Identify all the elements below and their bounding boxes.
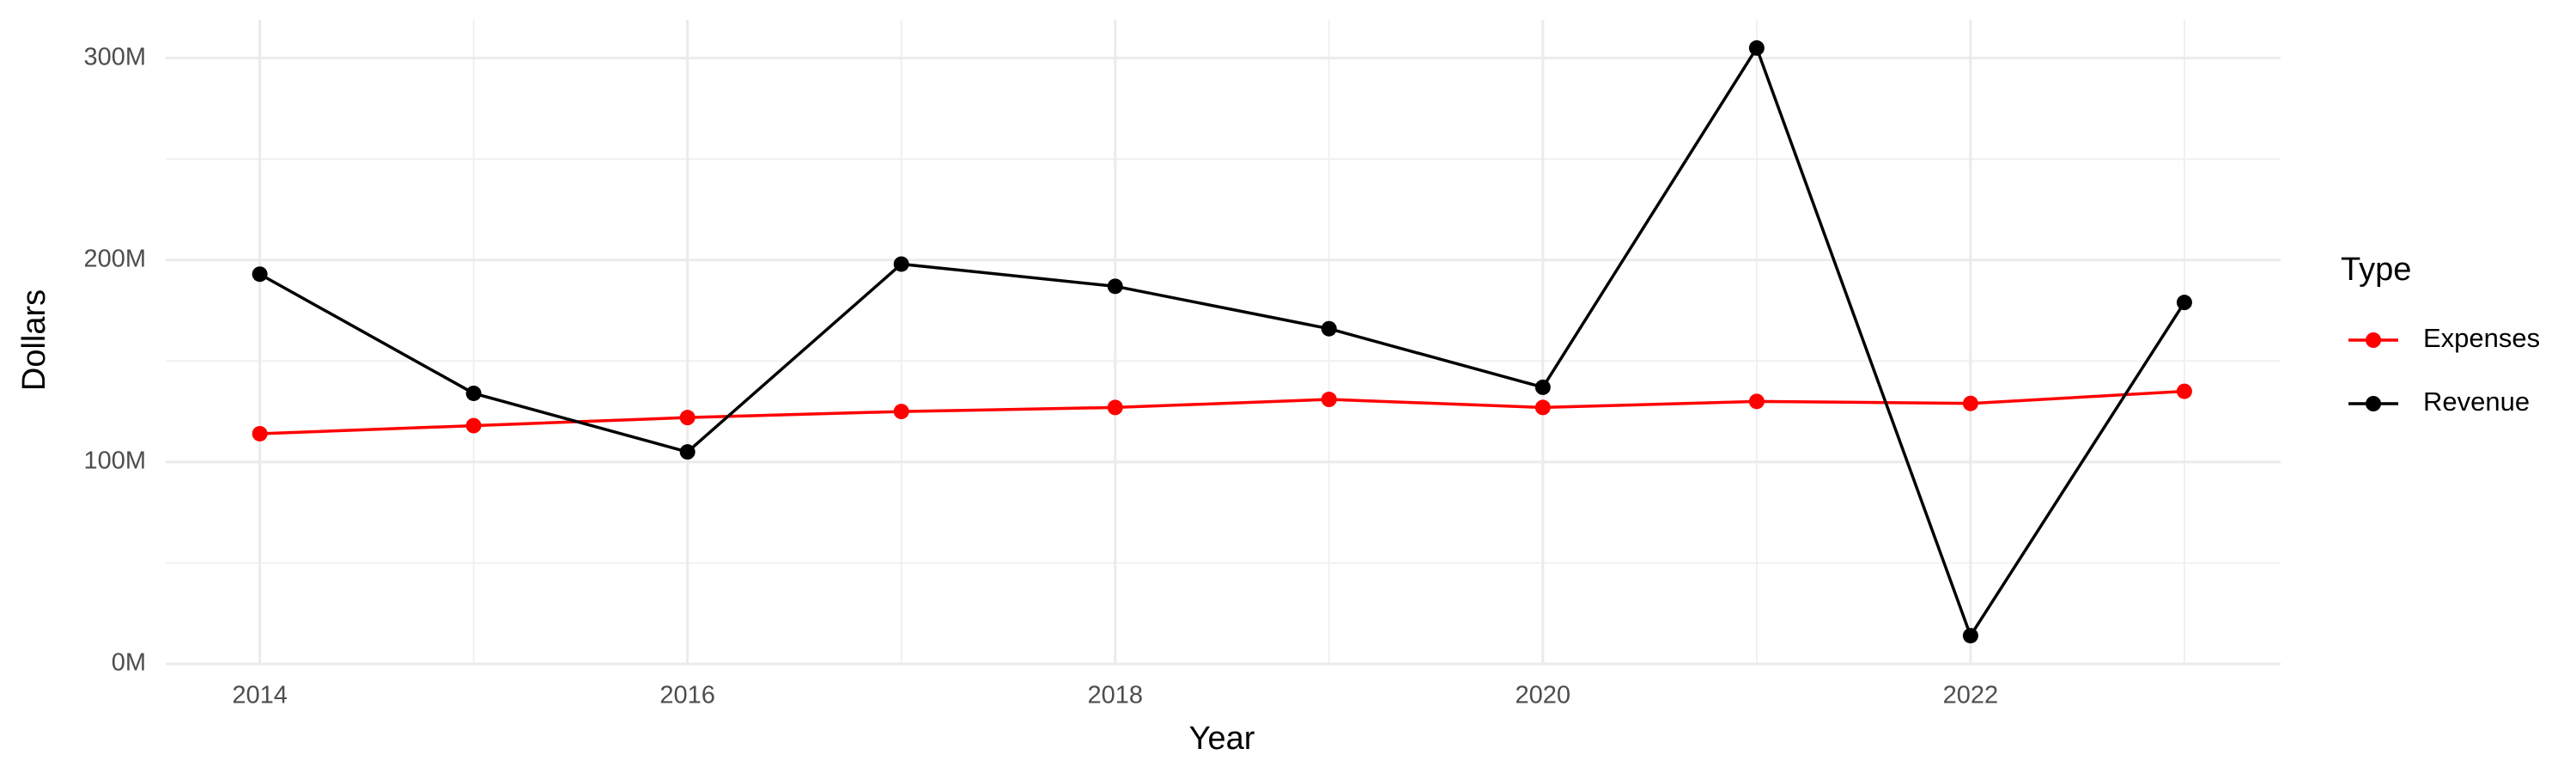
data-point (2176, 383, 2192, 399)
x-tick-label: 2020 (1516, 682, 1571, 709)
legend-label: Expenses (2423, 323, 2540, 353)
y-tick-label: 0M (112, 649, 146, 677)
data-point (252, 266, 268, 283)
x-axis-title: Year (1189, 721, 1255, 757)
legend-label: Revenue (2423, 386, 2530, 417)
y-tick-label: 300M (83, 43, 146, 70)
data-point (252, 425, 268, 441)
data-point (2176, 295, 2192, 311)
legend-key-point (2366, 396, 2381, 411)
y-tick-label: 200M (83, 245, 146, 272)
x-tick-label: 2014 (232, 682, 288, 709)
data-point (893, 404, 909, 420)
y-tick-label: 100M (83, 447, 146, 475)
y-axis-title: Dollars (16, 289, 52, 391)
data-point (1962, 395, 1978, 411)
legend-key-point (2366, 332, 2381, 348)
x-tick-label: 2022 (1943, 682, 1999, 709)
data-point (1534, 379, 1551, 395)
data-point (465, 417, 482, 434)
data-point (679, 410, 696, 426)
data-point (1748, 393, 1765, 410)
data-point (465, 385, 482, 401)
x-tick-label: 2016 (659, 682, 715, 709)
data-point (1321, 392, 1337, 408)
data-point (1534, 399, 1551, 416)
legend-title: Type (2341, 252, 2411, 288)
data-point (1962, 628, 1978, 644)
data-point (679, 444, 696, 460)
data-point (893, 256, 909, 272)
x-tick-label: 2018 (1087, 682, 1143, 709)
series-line (258, 44, 2186, 640)
data-point (1107, 399, 1123, 416)
data-point (1321, 320, 1337, 337)
data-point (1748, 40, 1765, 56)
data-point (1107, 278, 1123, 295)
